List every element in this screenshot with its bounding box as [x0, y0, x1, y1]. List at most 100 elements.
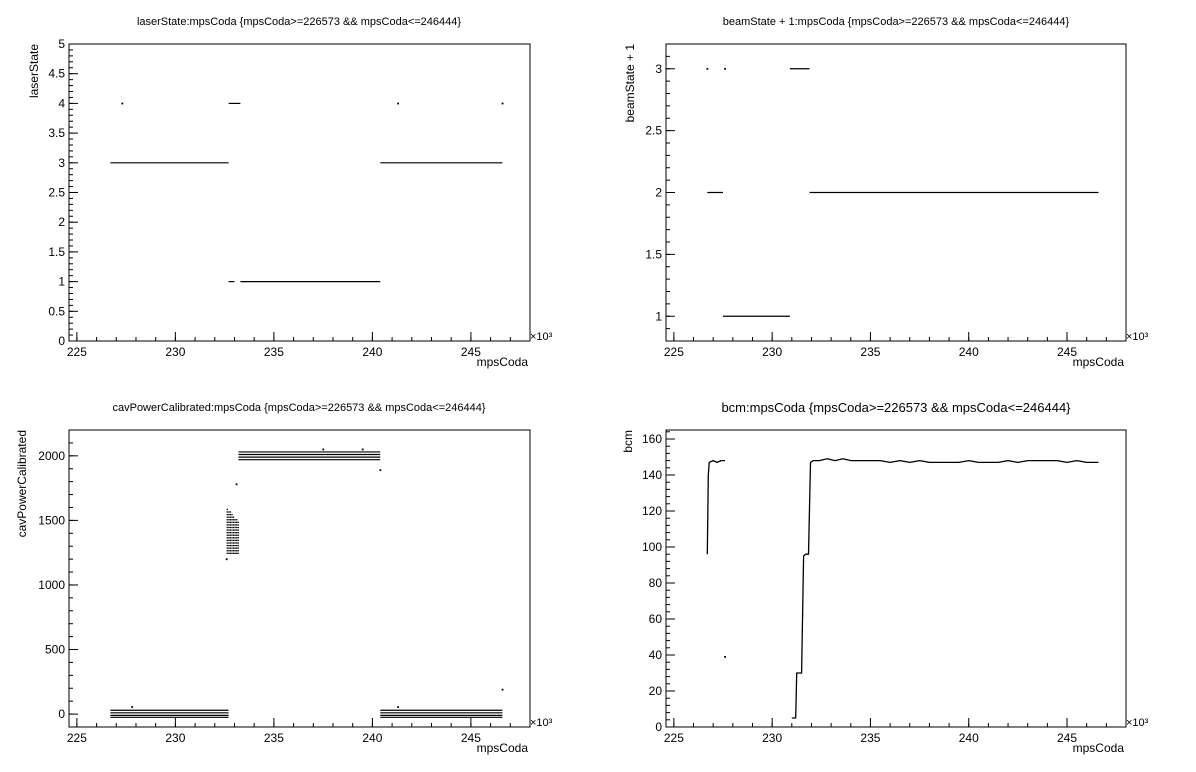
- chart-title: beamState + 1:mpsCoda {mpsCoda>=226573 &…: [723, 16, 1070, 28]
- data-point: [229, 550, 232, 552]
- x-multiplier: ×10³: [1126, 331, 1149, 343]
- y-tick-label: 1: [655, 309, 662, 323]
- data-point: [361, 448, 364, 451]
- data-point: [229, 529, 232, 531]
- data-point: [231, 552, 233, 554]
- data-point: [236, 532, 238, 534]
- y-tick-label: 3.5: [48, 126, 65, 140]
- data-point: [236, 529, 238, 531]
- x-tick-label: 235: [860, 345, 880, 359]
- data-point: [231, 521, 233, 523]
- y-tick-label: 3: [655, 62, 662, 76]
- data-point: [234, 537, 236, 539]
- data-point: [231, 537, 233, 539]
- data-point: [231, 519, 233, 521]
- data-point: [231, 547, 233, 549]
- data-point: [226, 519, 228, 521]
- data-point: [228, 552, 230, 554]
- data-point: [226, 516, 228, 518]
- data-point: [228, 550, 230, 552]
- x-tick-label: 230: [165, 345, 185, 359]
- data-point: [228, 542, 230, 544]
- data-point: [229, 542, 232, 544]
- data-point: [226, 542, 228, 544]
- data-point: [228, 537, 230, 539]
- data-point: [232, 542, 235, 544]
- y-tick-label: 60: [649, 612, 663, 626]
- x-tick-label: 245: [461, 345, 481, 359]
- data-point: [228, 519, 230, 521]
- data-point: [234, 526, 236, 529]
- data-point: [237, 526, 239, 529]
- data-point: [236, 539, 238, 542]
- data-point: [379, 469, 382, 472]
- x-tick-label: 230: [165, 731, 185, 745]
- data-point: [228, 529, 230, 531]
- x-multiplier: ×10³: [1126, 717, 1149, 729]
- x-axis-label: mpsCoda: [477, 355, 529, 369]
- data-point: [237, 547, 239, 549]
- x-tick-label: 240: [959, 345, 979, 359]
- y-tick-label: 80: [649, 576, 663, 590]
- data-point: [226, 552, 228, 554]
- data-point: [232, 552, 235, 554]
- data-point: [236, 524, 238, 526]
- data-point: [232, 539, 235, 542]
- y-tick-label: 100: [642, 540, 662, 554]
- data-point: [236, 542, 238, 544]
- plot-frame: [68, 43, 531, 342]
- data-point: [228, 547, 230, 549]
- y-tick-label: 4.5: [48, 67, 65, 81]
- data-point: [232, 524, 235, 526]
- y-tick-label: 40: [649, 648, 663, 662]
- data-point: [232, 521, 235, 523]
- data-trace: [791, 458, 1099, 719]
- data-point: [237, 539, 239, 542]
- data-point: [229, 519, 232, 521]
- x-tick-label: 225: [664, 731, 684, 745]
- x-tick-label: 230: [762, 731, 782, 745]
- data-point: [226, 513, 228, 516]
- data-point: [236, 544, 238, 547]
- data-point: [226, 511, 228, 513]
- y-tick-label: 0: [58, 707, 65, 721]
- data-point: [229, 516, 232, 518]
- data-point: [234, 532, 236, 534]
- y-tick-label: 2: [655, 186, 662, 200]
- data-point: [121, 102, 124, 105]
- x-axis-label: mpsCoda: [477, 741, 529, 755]
- data-point: [226, 547, 228, 549]
- tick-group: 225 230 235 240 245 0 500 1000 1500 2000: [38, 429, 531, 745]
- data-point: [234, 529, 236, 531]
- y-axis-label: beamState + 1: [623, 44, 637, 123]
- data-point: [228, 544, 230, 547]
- x-tick-label: 240: [362, 345, 382, 359]
- data-point: [226, 534, 228, 536]
- data-point: [226, 529, 228, 531]
- y-tick-label: 2.5: [48, 186, 65, 200]
- data-point: [131, 706, 134, 708]
- data-point: [228, 524, 230, 526]
- data-point: [228, 511, 230, 513]
- data-point: [237, 524, 239, 526]
- chart-title: cavPowerCalibrated:mpsCoda {mpsCoda>=226…: [112, 402, 485, 414]
- x-tick-label: 230: [762, 345, 782, 359]
- data-point: [226, 532, 228, 534]
- y-tick-label: 140: [642, 468, 662, 482]
- data-point: [228, 532, 230, 534]
- x-tick-label: 225: [67, 731, 87, 745]
- data-point: [236, 519, 238, 521]
- data-point: [236, 521, 238, 523]
- chart-title: bcm:mpsCoda {mpsCoda>=226573 && mpsCoda<…: [721, 400, 1071, 415]
- tick-group: 225 230 235 240 245 0 20 40 60 80 100 120 140 160: [642, 431, 1127, 745]
- data-point: [232, 544, 235, 547]
- x-tick-label: 235: [264, 345, 284, 359]
- data-point: [229, 532, 232, 534]
- data-point: [237, 532, 239, 534]
- tick-group: 225 230 235 240 245 1 1.5 2 2.5 3: [645, 43, 1127, 359]
- data-point: [237, 552, 239, 554]
- data-point: [501, 102, 504, 105]
- data-point: [232, 519, 235, 521]
- data-point: [231, 513, 233, 516]
- data-point: [232, 516, 235, 518]
